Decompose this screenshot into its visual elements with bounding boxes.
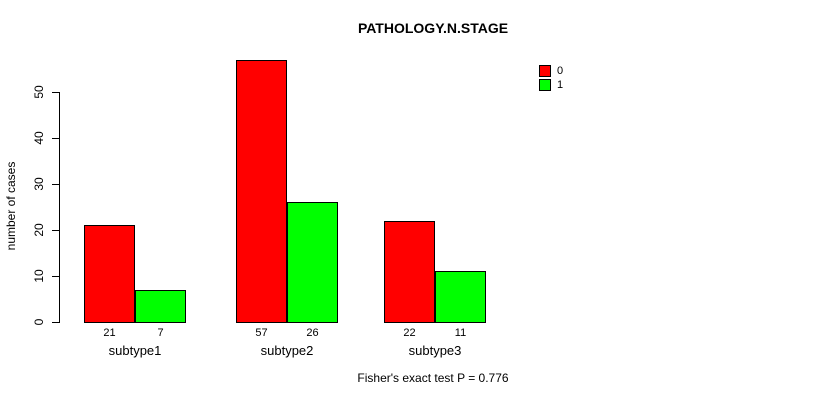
category-label-subtype3: subtype3 [408,343,462,358]
y-axis-tick [52,184,59,185]
category-label-subtype1: subtype1 [108,343,162,358]
legend-label-0: 0 [557,64,564,77]
chart-title: PATHOLOGY.N.STAGE [357,20,509,36]
bar-value-label: 7 [157,327,164,339]
bar-subtype3-series-0 [384,221,435,323]
y-axis-tick-label: 30 [32,177,46,191]
bar-subtype1-series-1 [135,290,186,323]
y-axis-tick [52,138,59,139]
bar-value-label: 22 [403,327,416,339]
legend-swatch-red [539,65,551,77]
y-axis-tick [52,322,59,323]
bar-value-label: 11 [454,327,467,339]
y-axis-tick-label: 50 [32,85,46,99]
legend: 0 1 [539,64,563,92]
category-label-subtype2: subtype2 [260,343,314,358]
y-axis-tick-label: 40 [32,131,46,145]
bar-value-label: 26 [306,327,319,339]
y-axis-tick-label: 0 [32,318,46,326]
annotation-fisher-test: Fisher's exact test P = 0.776 [357,371,509,385]
y-axis-tick [52,276,59,277]
bar-subtype3-series-1 [435,271,486,323]
y-axis-line [59,92,60,323]
y-axis-tick-label: 20 [32,223,46,237]
legend-swatch-green [539,79,551,91]
legend-label-1: 1 [557,78,564,91]
bar-subtype2-series-1 [287,202,338,323]
y-axis-label: number of cases [4,161,18,251]
legend-item-0: 0 [539,64,563,78]
bar-value-label: 57 [255,327,268,339]
bar-subtype1-series-0 [84,225,135,323]
y-axis-tick [52,230,59,231]
bar-subtype2-series-0 [236,60,287,323]
y-axis-tick [52,92,59,93]
legend-item-1: 1 [539,78,563,92]
bar-value-label: 21 [103,327,116,339]
y-axis-tick-label: 10 [32,269,46,283]
